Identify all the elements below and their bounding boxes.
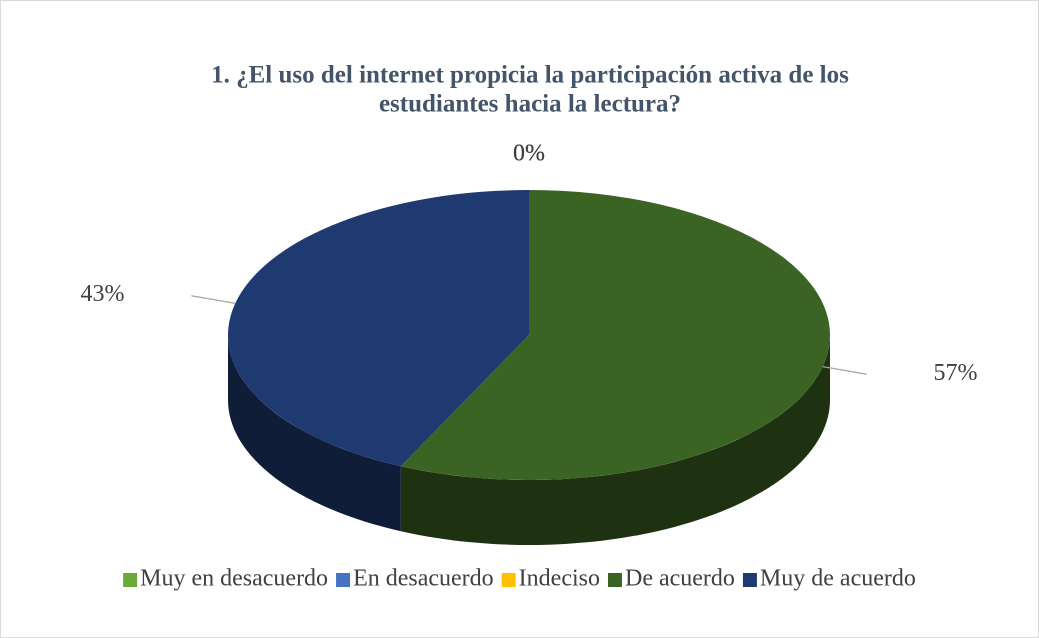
pie-slice: [227, 190, 530, 467]
chart-title: estudiantes hacia la lectura?: [379, 91, 681, 118]
legend-label: Muy de acuerdo: [760, 566, 916, 592]
data-label: 0%: [513, 141, 545, 167]
legend-swatch: [742, 573, 757, 587]
legend-swatch: [123, 573, 138, 587]
pie-slice: [400, 190, 831, 480]
data-label: 57%: [933, 360, 977, 386]
data-label: 0%: [513, 141, 545, 167]
leader-line: [191, 295, 236, 304]
legend: Muy en desacuerdo En desacuerdo Indeciso De…: [123, 566, 916, 592]
data-label: 43%: [81, 281, 125, 307]
pie-side: [400, 335, 830, 545]
legend-label: En desacuerdo: [353, 566, 494, 592]
legend-swatch: [607, 573, 622, 587]
leader-line: [822, 366, 867, 375]
legend-label: De acuerdo: [625, 566, 735, 592]
chart-title: 1. ¿El uso del internet propicia la part…: [211, 62, 849, 89]
legend-swatch: [336, 573, 351, 587]
data-label: 0%: [513, 141, 545, 167]
legend-swatch: [501, 573, 516, 587]
pie-side: [228, 335, 401, 532]
legend-label: Indeciso: [519, 566, 600, 592]
legend-label: Muy en desacuerdo: [140, 566, 328, 592]
pie-sides: [228, 335, 830, 545]
